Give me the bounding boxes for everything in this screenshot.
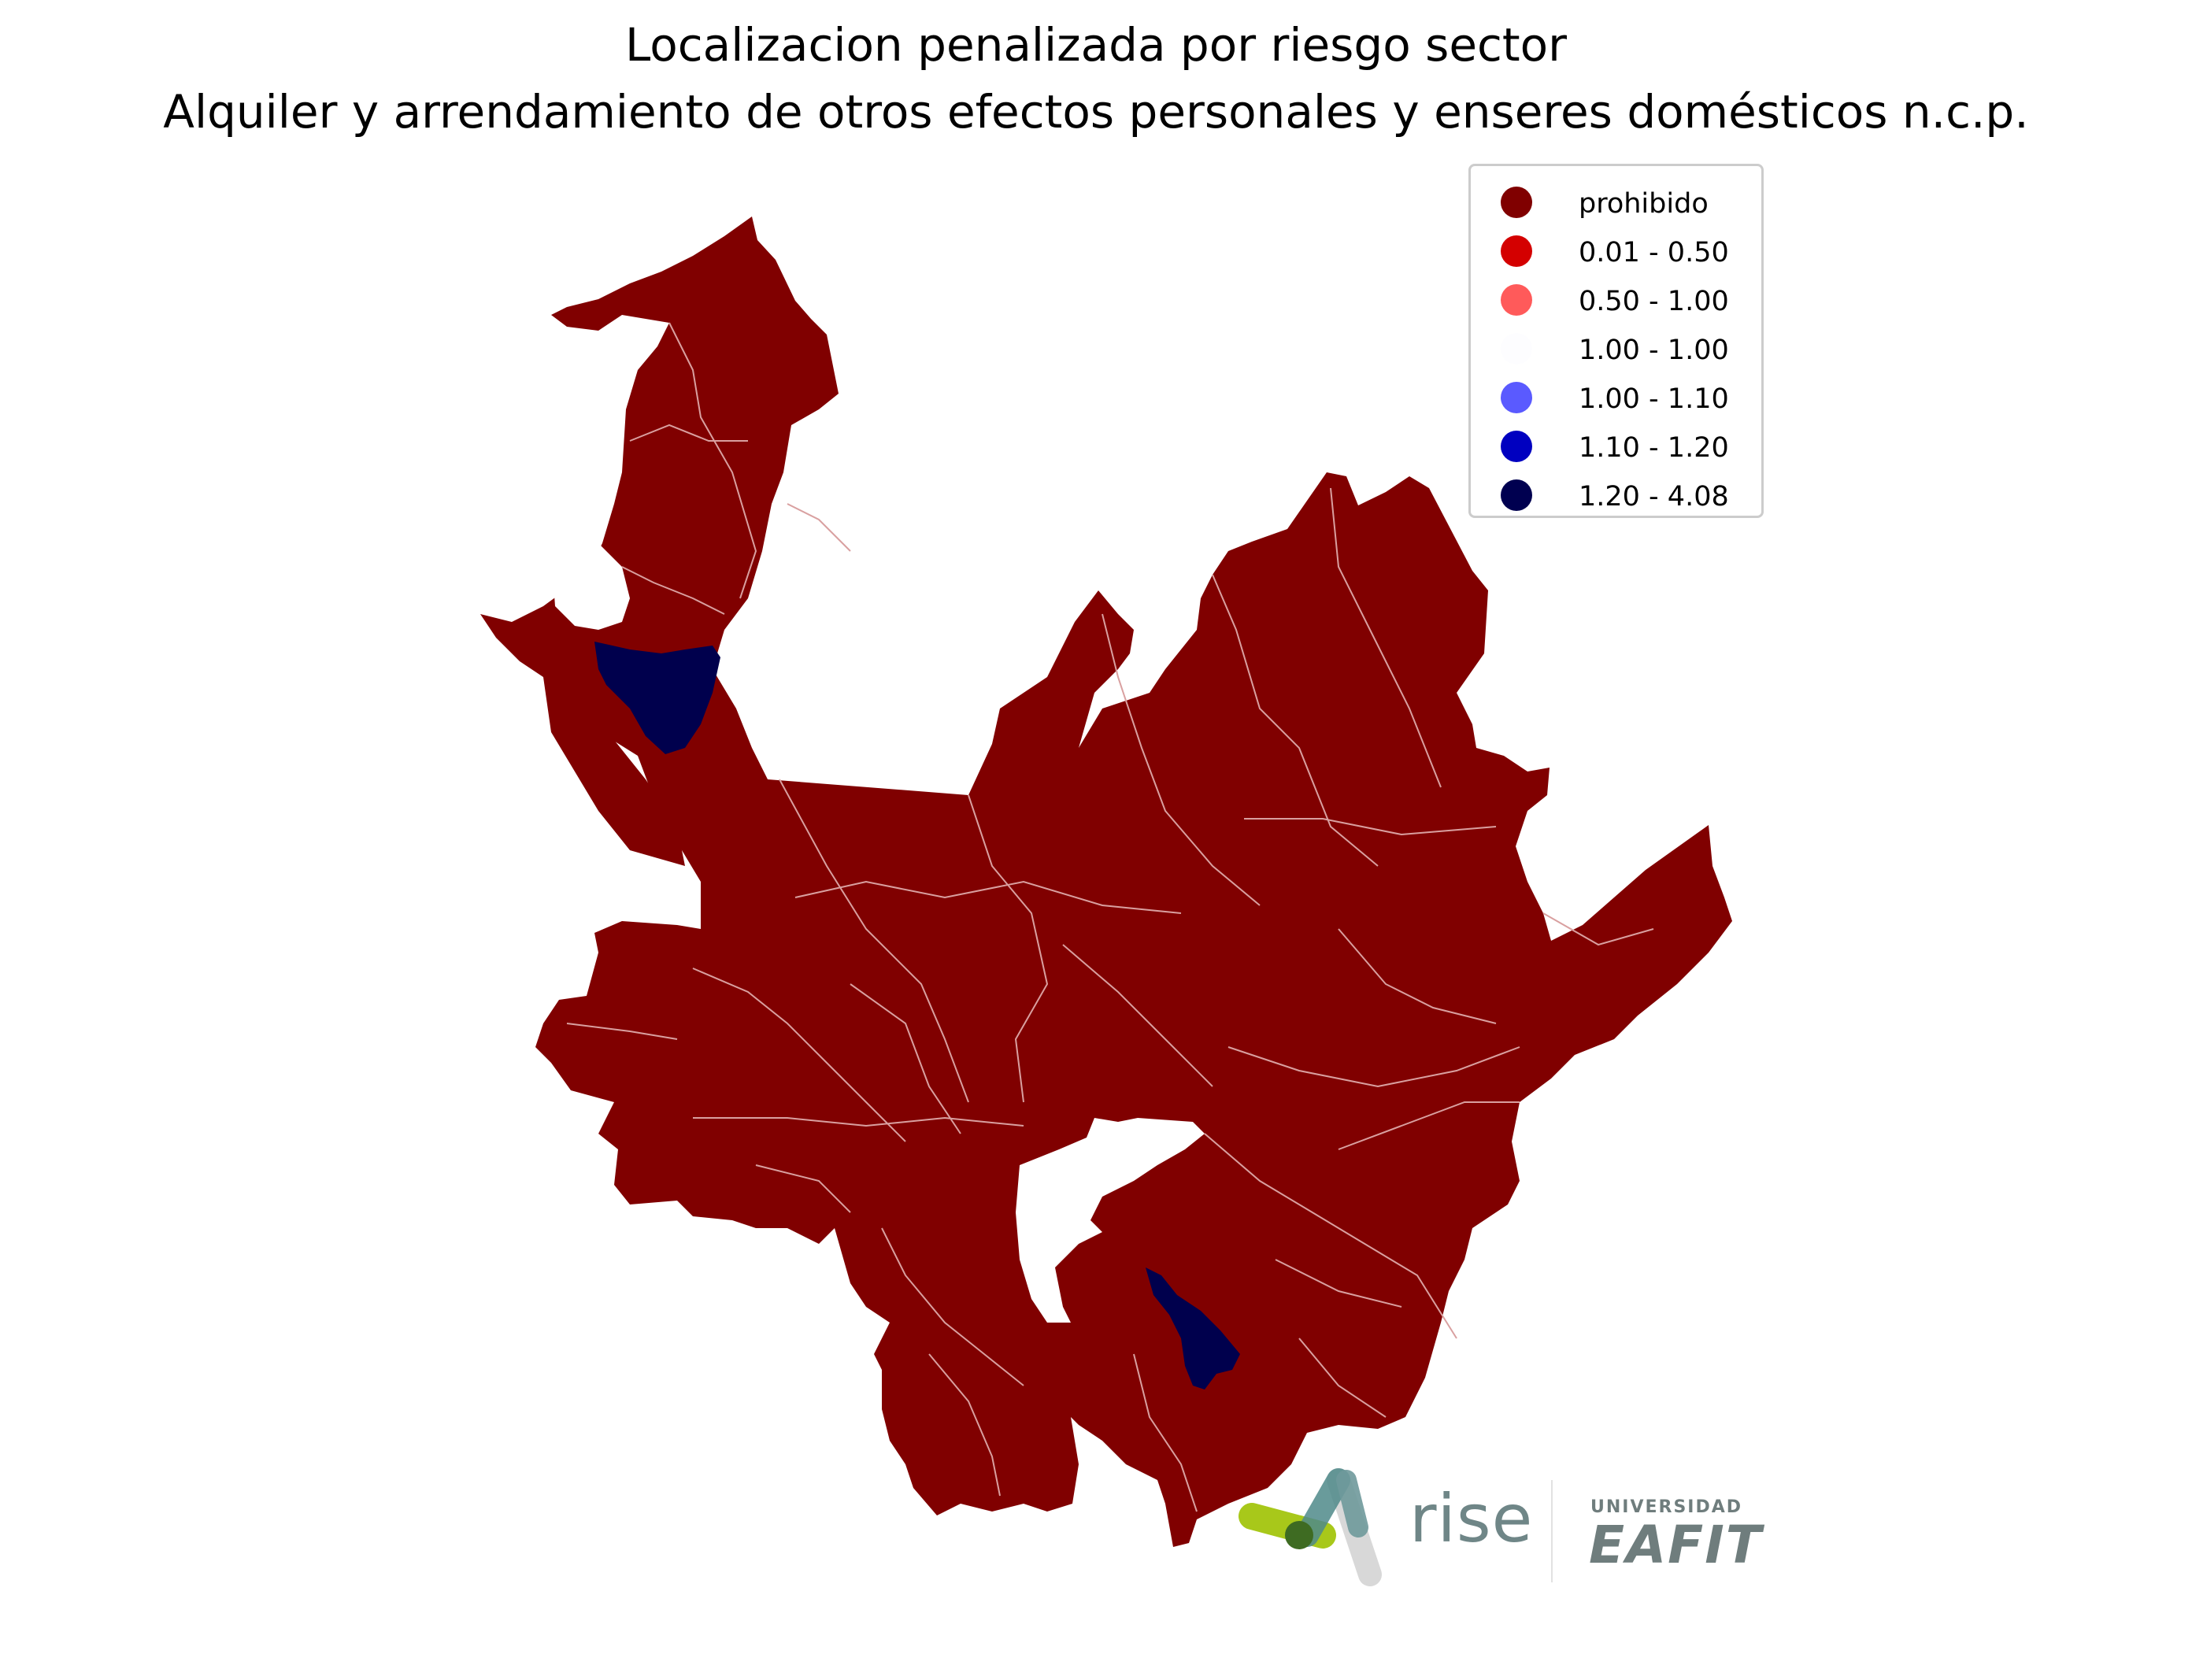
- rise-logo-text: rise: [1409, 1480, 1534, 1557]
- logo-divider: [1551, 1480, 1553, 1582]
- legend-label: 0.01 - 0.50: [1579, 237, 1729, 268]
- legend-swatch: [1501, 187, 1532, 218]
- legend: prohibido 0.01 - 0.50 0.50 - 1.00 1.00 -…: [1468, 164, 1764, 518]
- legend-label: 1.20 - 4.08: [1579, 481, 1729, 513]
- legend-label: prohibido: [1579, 188, 1709, 220]
- legend-item: 1.20 - 4.08: [1471, 479, 1761, 513]
- legend-swatch: [1501, 479, 1532, 511]
- legend-label: 1.00 - 1.00: [1579, 335, 1729, 366]
- legend-label: 1.00 - 1.10: [1579, 383, 1729, 415]
- rise-logo-icon: [1239, 1468, 1382, 1586]
- legend-swatch: [1501, 382, 1532, 413]
- map-hole-lake: [551, 543, 630, 630]
- legend-label: 0.50 - 1.00: [1579, 286, 1729, 317]
- map-region-main: [535, 216, 1732, 1547]
- legend-swatch: [1501, 431, 1532, 462]
- municipal-borders: [566, 322, 1654, 1512]
- legend-item: 0.01 - 0.50: [1471, 235, 1761, 268]
- legend-item: 0.50 - 1.00: [1471, 284, 1761, 317]
- legend-label: 1.10 - 1.20: [1579, 432, 1729, 464]
- eafit-logo-small: UNIVERSIDAD: [1590, 1497, 1743, 1517]
- map-region-highlight-south: [1146, 1267, 1240, 1390]
- chart-title-line2: Alquiler y arrendamiento de otros efecto…: [163, 85, 2029, 139]
- legend-item: 1.00 - 1.00: [1471, 333, 1761, 366]
- legend-item: 1.10 - 1.20: [1471, 431, 1761, 464]
- map-region-highlight-north: [594, 642, 720, 754]
- map-hole-valley: [1016, 1118, 1205, 1323]
- map-region-west-coast: [480, 606, 685, 866]
- logos: rise UNIVERSIDAD EAFIT: [1236, 1464, 1772, 1606]
- legend-swatch: [1501, 284, 1532, 316]
- legend-item: 1.00 - 1.10: [1471, 382, 1761, 415]
- chart-title-line1: Localizacion penalizada por riesgo secto…: [625, 18, 1567, 72]
- legend-swatch: [1501, 333, 1532, 364]
- legend-item: prohibido: [1471, 187, 1761, 220]
- legend-swatch: [1501, 235, 1532, 267]
- eafit-logo-big: EAFIT: [1589, 1515, 1763, 1575]
